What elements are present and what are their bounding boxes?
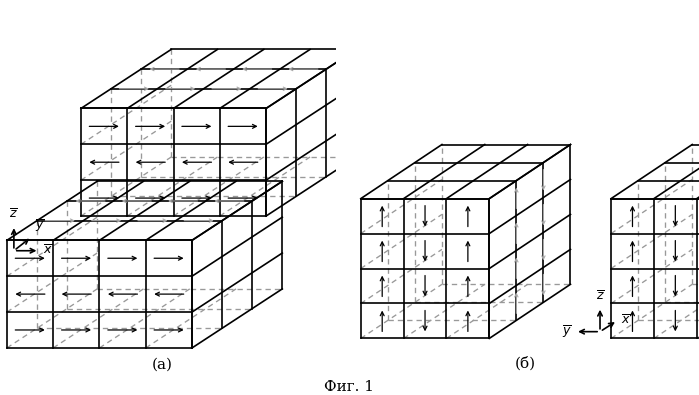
- Text: Фиг. 1: Фиг. 1: [324, 380, 375, 394]
- Text: $\overline{x}$: $\overline{x}$: [43, 244, 52, 258]
- Text: (а): (а): [152, 358, 173, 372]
- Text: $\overline{z}$: $\overline{z}$: [10, 208, 18, 222]
- Text: (б): (б): [515, 356, 536, 371]
- Text: $\overline{z}$: $\overline{z}$: [596, 290, 605, 303]
- Text: $\overline{y}$: $\overline{y}$: [35, 218, 45, 234]
- Text: $\overline{x}$: $\overline{x}$: [621, 314, 630, 327]
- Text: $\overline{y}$: $\overline{y}$: [562, 324, 572, 340]
